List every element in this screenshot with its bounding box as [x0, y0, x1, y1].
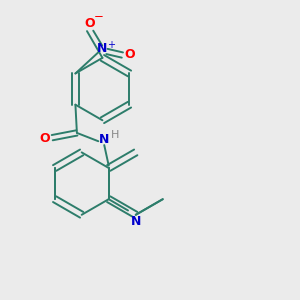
Text: −: −	[94, 10, 103, 23]
Text: N: N	[130, 215, 141, 228]
Text: H: H	[111, 130, 120, 140]
Text: O: O	[84, 17, 95, 30]
Text: N: N	[99, 133, 110, 146]
Text: O: O	[124, 48, 134, 61]
Text: +: +	[107, 40, 115, 50]
Text: O: O	[39, 132, 50, 145]
Text: N: N	[97, 42, 107, 55]
